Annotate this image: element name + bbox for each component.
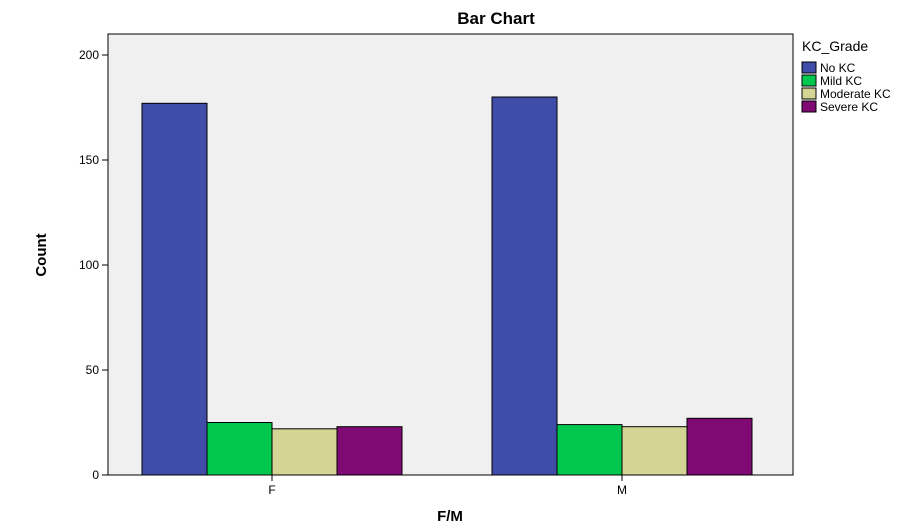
legend-swatch — [801, 74, 817, 87]
y-tick-label: 150 — [79, 153, 99, 167]
y-axis: 0 50 100 150 200 — [79, 48, 108, 482]
legend-item-label: Severe KC — [820, 100, 878, 114]
legend-swatch — [801, 87, 817, 100]
x-axis-label: F/M — [437, 508, 463, 525]
legend-item-label: Moderate KC — [820, 87, 891, 101]
bar-m-severe-kc — [686, 417, 753, 476]
bar-m-moderate-kc — [621, 426, 688, 476]
bar-m-no-kc — [491, 96, 558, 476]
legend-swatch — [801, 61, 817, 74]
x-tick-label: M — [617, 483, 627, 497]
y-axis-label: Count — [33, 233, 50, 276]
legend-item-label: Mild KC — [820, 74, 862, 88]
bar-f-moderate-kc — [271, 428, 338, 476]
bar-f-no-kc — [141, 102, 208, 476]
bar-f-severe-kc — [336, 426, 403, 476]
x-tick-label: F — [268, 483, 275, 497]
bars-group — [141, 96, 753, 476]
chart-title: Bar Chart — [457, 9, 535, 28]
bar-f-mild-kc — [206, 422, 273, 476]
plot-area — [107, 33, 794, 476]
legend-swatch — [801, 100, 817, 113]
legend-title: KC_Grade — [802, 38, 868, 54]
legend-item-label: No KC — [820, 61, 856, 75]
y-tick-label: 200 — [79, 48, 99, 62]
bar-m-mild-kc — [556, 424, 623, 476]
y-tick-label: 50 — [86, 363, 100, 377]
y-tick-label: 0 — [92, 468, 99, 482]
y-tick-label: 100 — [79, 258, 99, 272]
